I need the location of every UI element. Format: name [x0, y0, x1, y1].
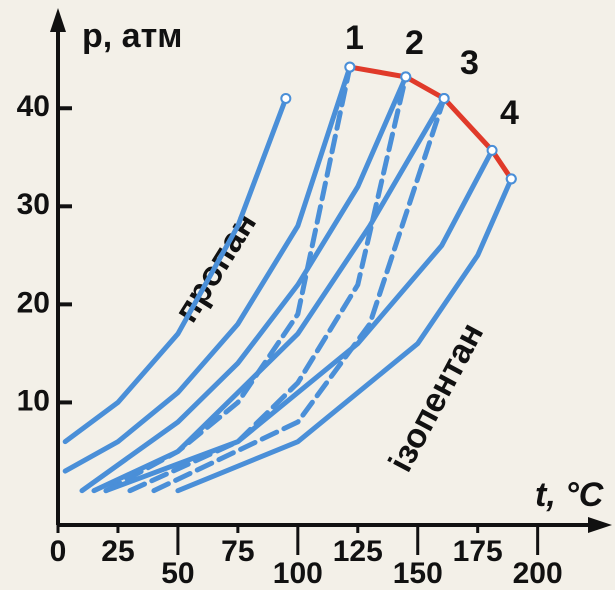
curve: [62, 95, 289, 445]
y-arrow: [50, 8, 66, 32]
annotation: 3: [460, 44, 479, 82]
annotation: 4: [500, 94, 519, 132]
x-tick-label: 175: [453, 535, 503, 568]
x-tick-label: 75: [221, 535, 254, 568]
x-tick-label: 125: [333, 535, 383, 568]
y-axis-label: р, атм: [82, 17, 182, 55]
curve: [79, 74, 409, 494]
point: [400, 71, 412, 83]
point: [280, 92, 292, 104]
point: [344, 61, 356, 73]
y-tick-label: 30: [17, 188, 50, 221]
curve: [91, 95, 447, 494]
annotation: 1: [345, 19, 364, 57]
curve: [151, 95, 447, 494]
curve: [62, 64, 353, 474]
curve: [103, 147, 495, 494]
y-tick-label: 40: [17, 90, 50, 123]
curve: [175, 176, 514, 494]
x-tick-label: 50: [161, 557, 194, 590]
x-axis-label: t, °C: [535, 476, 604, 514]
x-tick-label: 100: [273, 557, 323, 590]
point: [505, 173, 517, 185]
x-tick-label: 200: [513, 557, 563, 590]
x-tick-label: 150: [393, 557, 443, 590]
point: [438, 92, 450, 104]
x-tick-label: 25: [101, 535, 134, 568]
annotation: 2: [405, 24, 424, 62]
y-tick-label: 20: [17, 286, 50, 319]
annotation: ізопентан: [381, 317, 491, 478]
point: [486, 144, 498, 156]
x-tick-label: 0: [50, 535, 67, 568]
y-tick-label: 10: [17, 384, 50, 417]
x-arrow: [588, 517, 612, 533]
